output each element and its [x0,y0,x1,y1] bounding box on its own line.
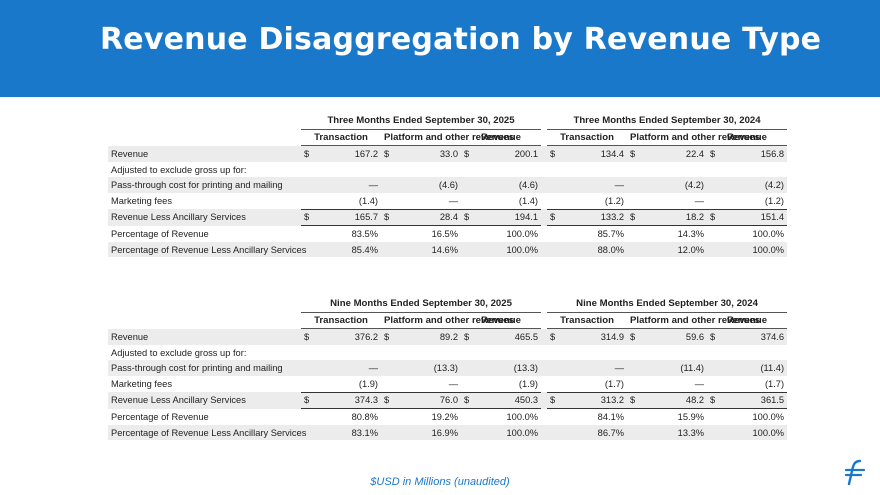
table-row: Revenue Less Ancillary Services $165.7 $… [108,208,788,227]
table-row: Revenue Less Ancillary Services $374.3 $… [108,391,788,410]
row-label: Revenue [108,145,301,162]
row-label: Marketing fees [111,379,172,390]
table-row: Revenue $167.2 $33.0 $200.1 $134.4 $22.4… [108,145,788,162]
nine-months-table: Nine Months Ended September 30, 2025 Nin… [108,296,788,441]
col-header-platform: Platform and other revenues [627,129,760,147]
row-label: Adjusted to exclude gross up for: [111,347,247,358]
row-label: Revenue [108,328,301,345]
col-header-platform: Platform and other revenues [381,312,514,330]
col-header-transaction: Transaction [301,312,381,330]
f-logo-icon [844,459,866,486]
row-label: Percentage of Revenue [111,228,209,239]
col-header-revenue: Revenue [461,129,542,147]
table-row: Percentage of Revenue 83.5% 16.5% 100.0%… [108,226,787,242]
row-label: Percentage of Revenue Less Ancillary Ser… [108,241,306,258]
period-header-current: Nine Months Ended September 30, 2025 [301,296,542,313]
period-header-prior: Three Months Ended September 30, 2024 [547,113,788,130]
table-row: Pass-through cost for printing and maili… [108,360,788,376]
table-row: Percentage of Revenue Less Ancillary Ser… [108,241,788,258]
col-header-transaction: Transaction [301,129,381,147]
col-header-revenue: Revenue [707,129,788,147]
table-row: Percentage of Revenue Less Ancillary Ser… [108,424,788,441]
table-row: Adjusted to exclude gross up for: [108,162,787,178]
col-header-transaction: Transaction [547,129,628,147]
table-row: Marketing fees (1.4) — (1.4) (1.2) — (1.… [108,193,787,209]
row-label: Pass-through cost for printing and maili… [108,360,301,376]
table-row: Revenue $376.2 $89.2 $465.5 $314.9 $59.6… [108,328,788,345]
table-row: Pass-through cost for printing and maili… [108,177,788,193]
col-header-platform: Platform and other revenues [627,312,760,330]
page-title: Revenue Disaggregation by Revenue Type [100,22,822,57]
title-banner: Revenue Disaggregation by Revenue Type [0,0,880,97]
row-label: Adjusted to exclude gross up for: [111,164,247,175]
table-row: Adjusted to exclude gross up for: [108,345,787,361]
row-label: Percentage of Revenue Less Ancillary Ser… [108,424,306,441]
col-header-transaction: Transaction [547,312,628,330]
row-label: Marketing fees [111,196,172,207]
col-header-platform: Platform and other revenues [381,129,514,147]
period-header-current: Three Months Ended September 30, 2025 [301,113,542,130]
table-row: Marketing fees (1.9) — (1.9) (1.7) — (1.… [108,376,787,392]
col-header-revenue: Revenue [461,312,542,330]
row-label: Percentage of Revenue [111,411,209,422]
col-header-revenue: Revenue [707,312,788,330]
period-header-prior: Nine Months Ended September 30, 2024 [547,296,788,313]
footnote: $USD in Millions (unaudited) [370,476,510,488]
row-label: Pass-through cost for printing and maili… [108,177,301,193]
row-label: Revenue Less Ancillary Services [108,392,301,409]
three-months-table: Three Months Ended September 30, 2025 Th… [108,113,788,258]
table-row: Percentage of Revenue 80.8% 19.2% 100.0%… [108,409,787,425]
row-label: Revenue Less Ancillary Services [108,209,301,226]
